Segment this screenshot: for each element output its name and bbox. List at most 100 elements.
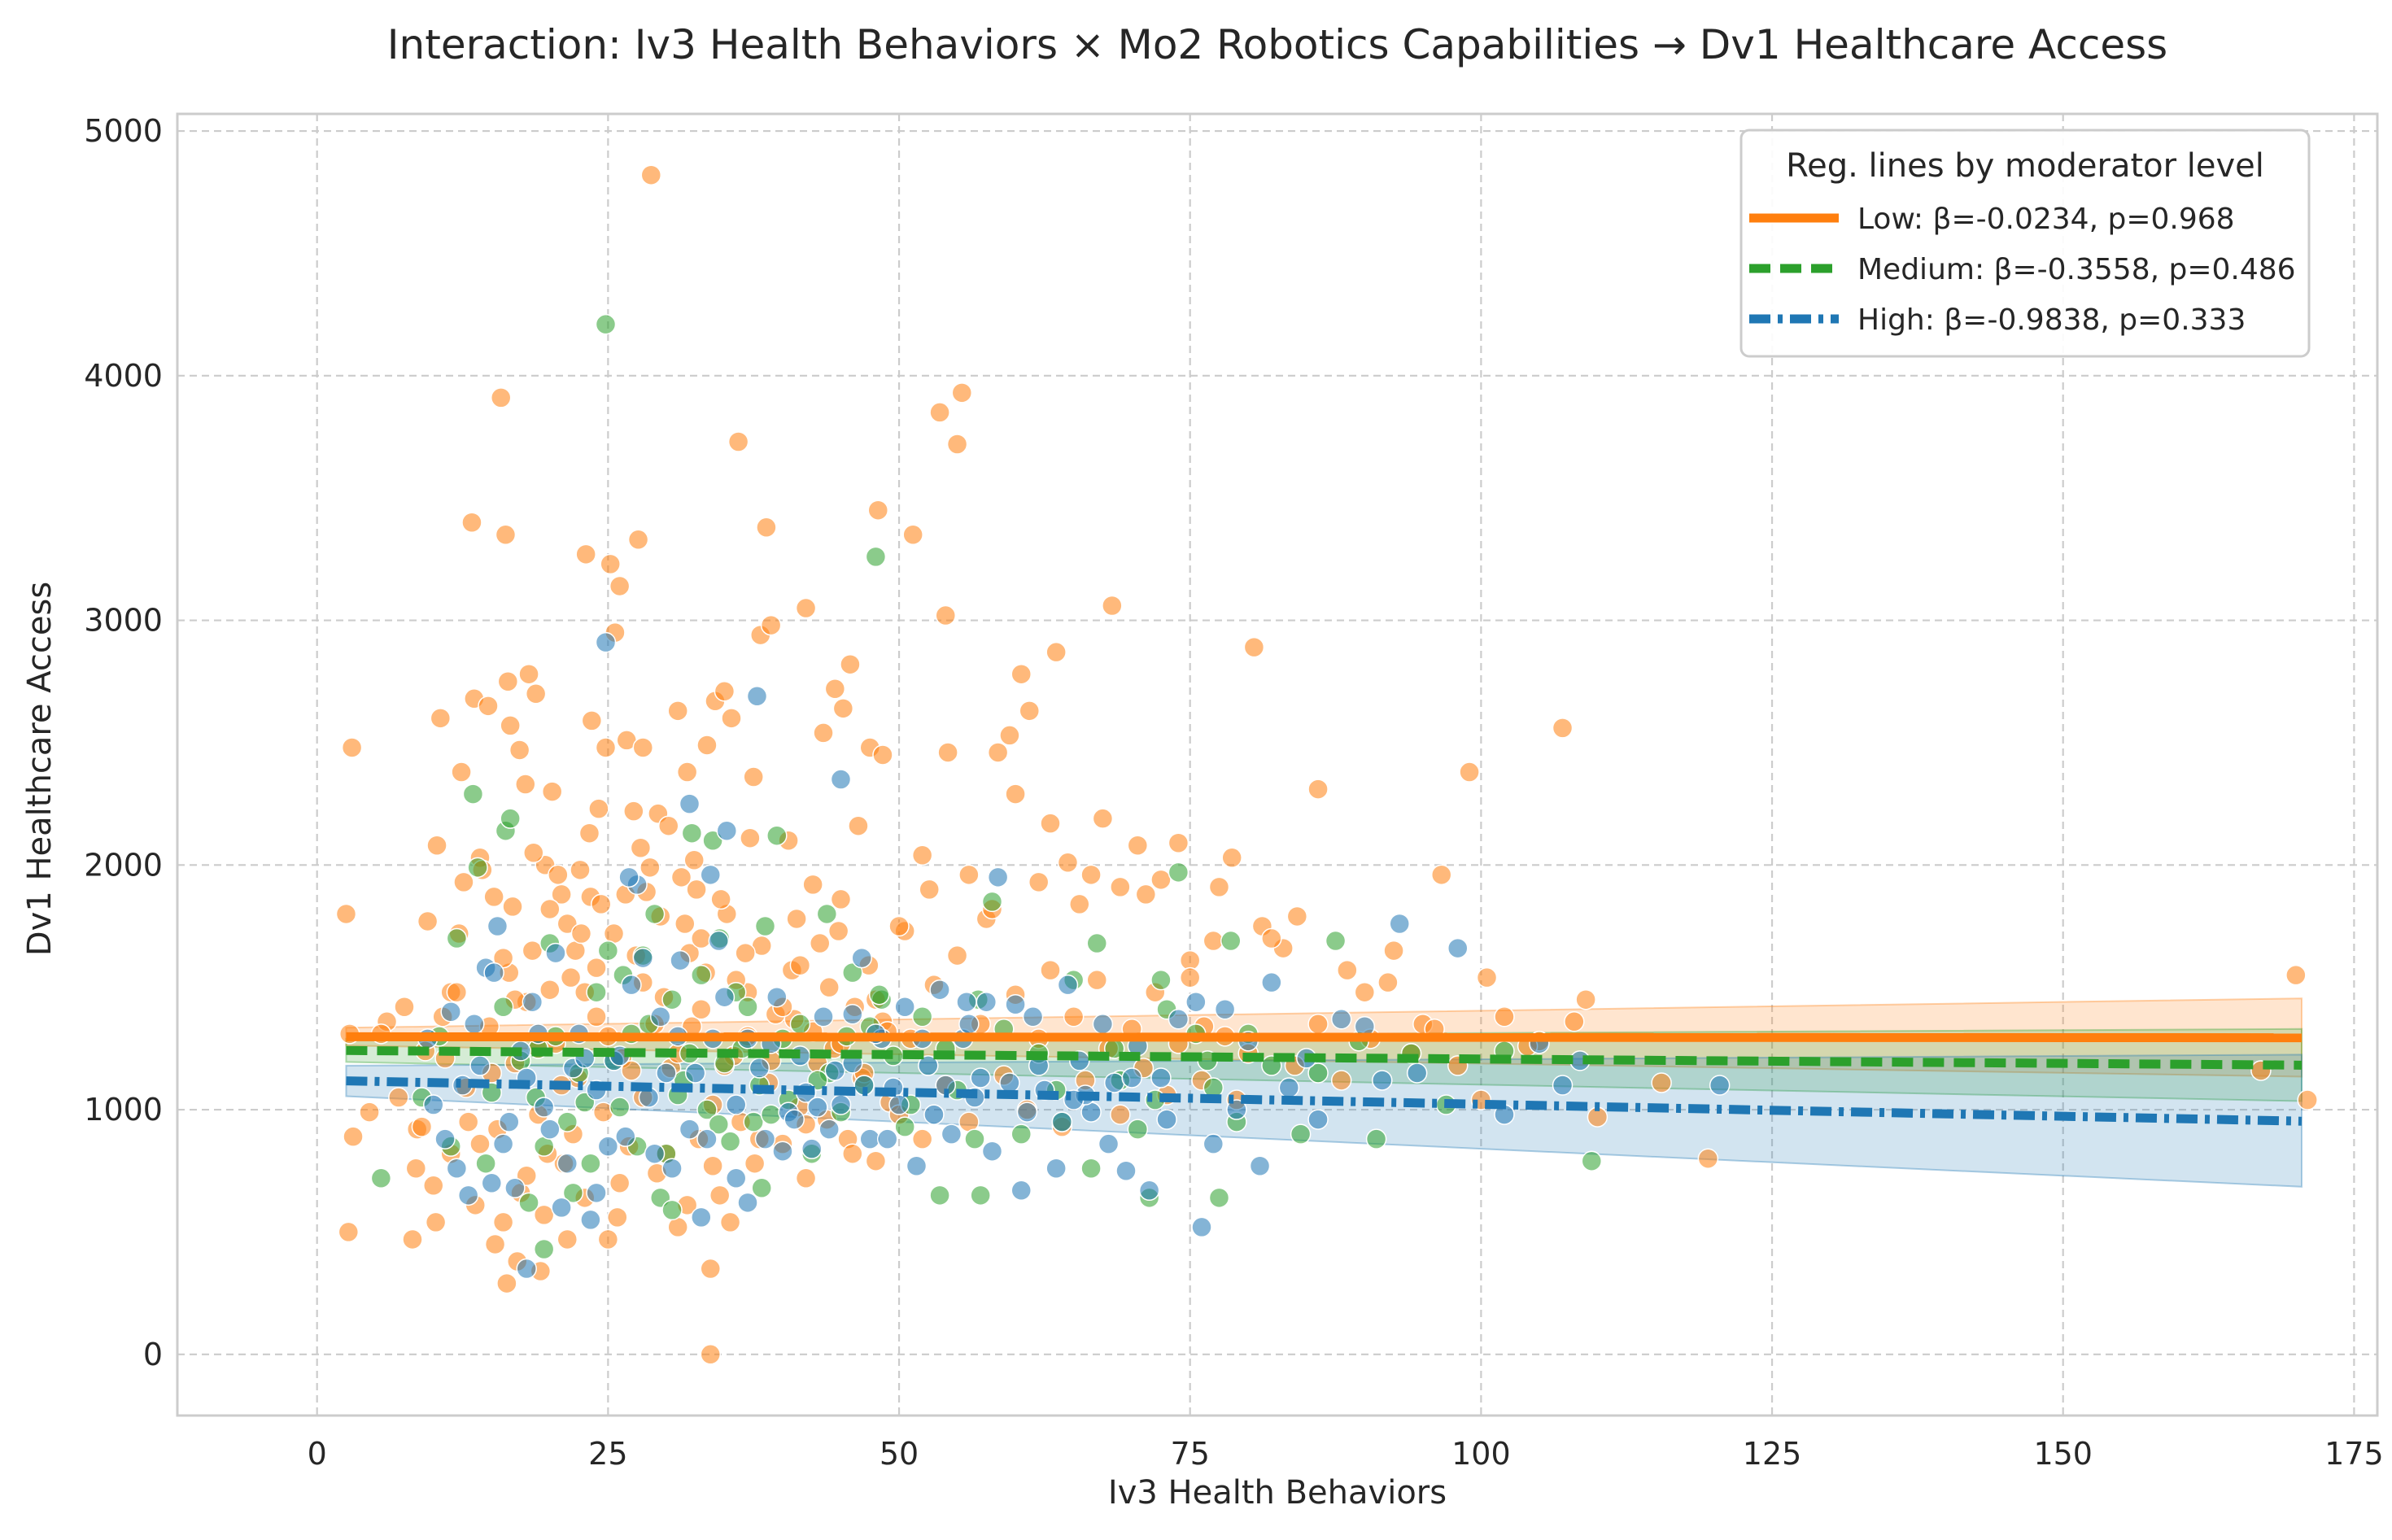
scatter-point-medium [708, 1114, 730, 1135]
scatter-point-high [1115, 1160, 1137, 1181]
scatter-point-low [1552, 718, 1574, 739]
scatter-point-high [1010, 1180, 1032, 1202]
scatter-point-high [941, 1123, 962, 1145]
y-tick-label: 5000 [84, 113, 163, 149]
scatter-point-high [481, 1172, 503, 1194]
scatter-point-medium [609, 1097, 631, 1118]
scatter-point-high [464, 1014, 485, 1035]
scatter-point-low [1110, 1104, 1131, 1125]
scatter-point-high [876, 1128, 898, 1150]
scatter-point-low [999, 725, 1020, 746]
scatter-point-high [708, 930, 730, 952]
scatter-point-high [1185, 991, 1207, 1013]
scatter-point-low [560, 966, 582, 988]
scatter-point-low [1135, 883, 1157, 905]
scatter-point-high [1307, 1109, 1329, 1130]
legend-entry-label: Low: β=-0.0234, p=0.968 [1857, 203, 2235, 236]
scatter-point-high [1168, 1009, 1189, 1030]
scatter-point-high [859, 1128, 881, 1150]
scatter-point-low [710, 888, 731, 910]
scatter-point-low [700, 1258, 722, 1280]
scatter-point-high [1709, 1075, 1731, 1096]
scatter-point-low [630, 837, 652, 859]
scatter-point-low [509, 739, 530, 761]
scatter-point-medium [911, 1006, 933, 1027]
scatter-point-medium [743, 1111, 764, 1132]
scatter-point-high [1226, 1099, 1247, 1120]
scatter-point-low [502, 896, 523, 918]
scatter-point-low [539, 979, 561, 1001]
scatter-point-high [632, 947, 654, 969]
scatter-point-low [658, 815, 679, 836]
scatter-point-low [1005, 783, 1026, 805]
y-tick-label: 1000 [84, 1092, 163, 1128]
scatter-point-medium [868, 984, 890, 1006]
scatter-point-low [1221, 847, 1242, 869]
scatter-point-high [1051, 1111, 1073, 1132]
scatter-point-high [818, 1119, 840, 1140]
scatter-point-low [2285, 964, 2307, 986]
scatter-point-medium [766, 825, 788, 846]
scatter-point-low [842, 1143, 863, 1164]
scatter-point-high [1103, 1072, 1125, 1093]
scatter-point-high [1150, 1067, 1172, 1088]
scatter-point-low [1575, 988, 1596, 1010]
scatter-point-high [615, 1126, 636, 1147]
scatter-point-medium [533, 1238, 555, 1260]
scatter-point-high [1092, 1014, 1114, 1035]
scatter-point-low [719, 1211, 741, 1233]
scatter-point-high [1214, 999, 1236, 1020]
scatter-point-low [929, 402, 950, 423]
scatter-point-medium [562, 1182, 584, 1204]
scatter-point-low [840, 653, 861, 675]
scatter-point-high [1389, 913, 1410, 935]
scatter-point-high [1098, 1133, 1120, 1154]
legend-entries: Low: β=-0.0234, p=0.968 Medium: β=-0.3558… [1749, 203, 2296, 337]
scatter-point-low [1261, 927, 1282, 949]
scatter-point-medium [1290, 1123, 1312, 1145]
scatter-point-high [649, 1006, 671, 1027]
scatter-point-high [533, 1097, 555, 1118]
scatter-point-low [2297, 1089, 2318, 1110]
scatter-point-low [1080, 864, 1102, 886]
scatter-point-low [586, 957, 607, 979]
scatter-point-low [1337, 959, 1358, 981]
scatter-point-high [621, 974, 642, 996]
scatter-point-medium [1325, 930, 1347, 952]
scatter-point-medium [1220, 930, 1242, 952]
scatter-point-high [888, 1094, 910, 1115]
scatter-point-medium [719, 1131, 741, 1152]
scatter-point-high [434, 1128, 456, 1150]
y-axis-label: Dv1 Healthcare Access [21, 582, 59, 956]
scatter-point-high [679, 1119, 701, 1140]
scatter-point-high [1121, 1067, 1142, 1088]
scatter-point-low [667, 700, 688, 722]
scatter-point-low [551, 883, 572, 905]
scatter-point-high [746, 686, 768, 707]
y-tick-label: 3000 [84, 603, 163, 639]
scatter-point-medium [691, 964, 712, 986]
scatter-point-medium [475, 1153, 496, 1174]
scatter-point-low [523, 842, 544, 864]
scatter-point-medium [789, 1014, 811, 1035]
scatter-point-high [580, 1209, 601, 1231]
scatter-point-high [440, 1001, 461, 1023]
scatter-point-low [539, 898, 561, 920]
scatter-point-medium [1080, 1158, 1102, 1179]
scatter-point-high [956, 991, 977, 1013]
scatter-point-low [848, 815, 869, 836]
scatter-point-high [670, 949, 691, 971]
scatter-point-low [595, 737, 617, 758]
scatter-point-low [1086, 969, 1107, 991]
scatter-point-low [1330, 1070, 1352, 1091]
scatter-point-high [851, 947, 872, 969]
scatter-point-high [545, 942, 566, 964]
scatter-point-medium [661, 1199, 683, 1221]
scatter-point-high [1045, 1158, 1067, 1179]
scatter-point-low [911, 844, 933, 866]
y-tick-label: 0 [143, 1337, 163, 1372]
scatter-point-medium [462, 783, 484, 805]
scatter-point-high [801, 1138, 823, 1159]
scatter-point-low [578, 822, 600, 844]
